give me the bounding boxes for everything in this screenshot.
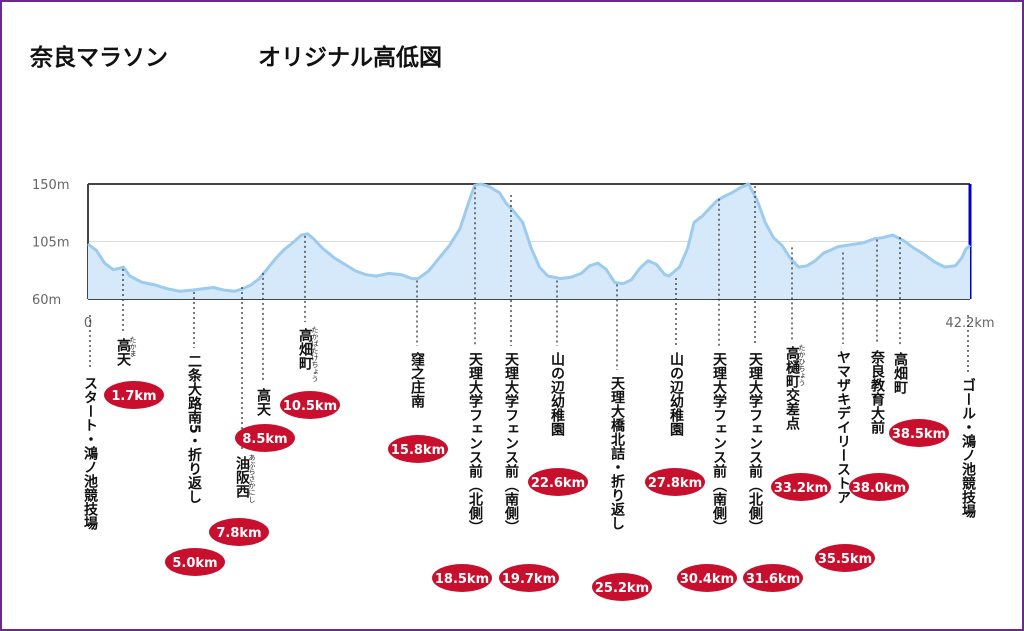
- km-badge-label-tenri-south-1: 19.7km: [502, 572, 556, 587]
- point-furigana-takabatake-1: たかばたけちょう: [311, 326, 319, 382]
- y-tick-label: 105m: [32, 236, 69, 251]
- point-name-takabatake-1: 高畑町: [297, 327, 314, 371]
- km-badge-label-tenri-bridge: 25.2km: [595, 581, 649, 596]
- km-badge-takama-1: [104, 381, 164, 409]
- point-name-takama-1: 高天: [115, 337, 131, 367]
- km-badge-tenri-north-2: [743, 564, 803, 592]
- chart-title-main: 奈良マラソン: [30, 45, 168, 71]
- km-badge-takabatake-1: [280, 391, 340, 419]
- km-badge-label-tenri-north-2: 31.6km: [746, 572, 800, 587]
- km-badge-label-nijo: 5.0km: [172, 556, 217, 571]
- point-name-tenri-north-1: 天理大学フェンス前（北側）: [467, 352, 484, 534]
- elevation-area: [88, 184, 970, 299]
- km-badge-aburasakanishi: [209, 518, 269, 546]
- km-badge-label-takahi: 33.2km: [774, 481, 828, 496]
- km-badge-nijo: [165, 548, 225, 576]
- point-name-tenri-bridge: 天理大橋北詰・折り返し: [609, 376, 625, 530]
- km-badge-yamanobe-1: [528, 468, 588, 496]
- km-badge-tenri-south-1: [499, 564, 559, 592]
- point-name-kubonosho: 窪之庄南: [409, 351, 425, 409]
- km-badge-label-kyoiku: 38.0km: [852, 481, 906, 496]
- point-name-yamanobe-1: 山の辺幼稚園: [549, 352, 565, 437]
- km-badge-label-takabatake-1: 10.5km: [283, 399, 337, 414]
- km-badge-label-yamazaki: 35.5km: [818, 552, 872, 567]
- km-badge-label-yamanobe-2: 27.8km: [648, 476, 702, 491]
- km-badge-label-kubonosho: 15.8km: [391, 443, 445, 458]
- y-tick-label: 60m: [32, 293, 61, 308]
- point-furigana-takama-1: たかま: [129, 336, 137, 357]
- x-tick-label: 42.2km: [945, 316, 994, 331]
- point-name-tenri-north-2: 天理大学フェンス前（北側）: [747, 352, 764, 534]
- chart-title-sub: オリジナル高低図: [258, 45, 442, 71]
- km-badge-tenri-north-1: [432, 564, 492, 592]
- point-furigana-takahi: たかひちょう: [798, 344, 806, 386]
- point-name-takabatake-2: 高畑町: [892, 351, 909, 395]
- point-name-aburasakanishi: 油阪西: [234, 455, 250, 499]
- point-furigana-aburasakanishi: あぶらさかにし: [248, 454, 256, 503]
- elevation-line: [87, 182, 972, 293]
- point-name-yamazaki: ヤマザキデイリーストア: [835, 350, 851, 504]
- km-badge-takabatake-2: [889, 419, 949, 447]
- km-badge-yamazaki: [815, 544, 875, 572]
- km-badge-label-tenri-north-1: 18.5km: [435, 572, 489, 587]
- km-badge-kyoiku: [849, 473, 909, 501]
- km-badge-tenri-bridge: [592, 573, 652, 601]
- km-badge-tenri-south-2: [677, 564, 737, 592]
- km-badge-label-takabatake-2: 38.5km: [892, 427, 946, 442]
- point-name-yamanobe-2: 山の辺幼稚園: [668, 352, 684, 437]
- km-badge-takama-2: [235, 424, 295, 452]
- km-badge-label-tenri-south-2: 30.4km: [680, 572, 734, 587]
- km-badge-takahi: [771, 473, 831, 501]
- km-badge-label-aburasakanishi: 7.8km: [216, 526, 261, 541]
- km-badge-kubonosho: [388, 435, 448, 463]
- point-name-nijo: 二条大路南5・折り返し: [186, 354, 203, 504]
- x-tick-label: 0: [84, 316, 92, 331]
- point-name-takahi: 高樋町交差点: [784, 345, 800, 431]
- point-name-kyoiku: 奈良教育大前: [869, 349, 886, 435]
- km-badge-yamanobe-2: [645, 468, 705, 496]
- point-name-start: スタート・鴻ノ池競技場: [82, 376, 98, 531]
- km-badge-label-takama-1: 1.7km: [111, 389, 156, 404]
- point-name-tenri-south-1: 天理大学フェンス前（南側）: [503, 352, 520, 534]
- km-badge-label-yamanobe-1: 22.6km: [531, 476, 585, 491]
- point-name-takama-2: 高天: [255, 387, 271, 417]
- point-name-goal: ゴール・鴻ノ池競技場: [960, 377, 976, 519]
- y-tick-label: 150m: [32, 178, 69, 193]
- km-badge-label-takama-2: 8.5km: [242, 432, 287, 447]
- point-name-tenri-south-2: 天理大学フェンス前（南側）: [711, 352, 728, 534]
